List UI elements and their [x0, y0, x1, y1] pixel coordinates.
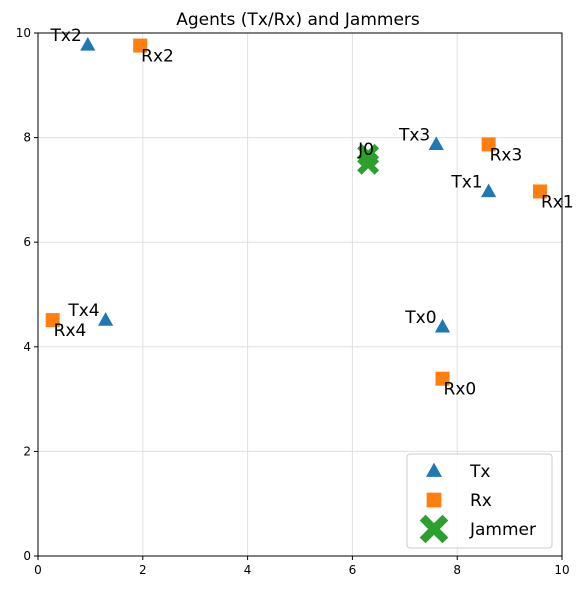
- rx-marker: [532, 184, 547, 199]
- y-tick-label: 2: [23, 444, 31, 458]
- x-tick-label: 8: [453, 563, 461, 577]
- point-label: Rx4: [54, 321, 87, 341]
- rx-marker: [481, 137, 496, 152]
- legend-tx-marker: [426, 462, 442, 477]
- point-label: Tx3: [398, 125, 430, 145]
- x-tick-label: 6: [349, 563, 357, 577]
- y-tick-label: 8: [23, 131, 31, 145]
- axis-ticks: 0 2 4 6 8 10 0 2 4 6 8 10: [16, 26, 570, 577]
- point-label: Rx3: [490, 145, 523, 165]
- point-label: Tx1: [450, 172, 482, 192]
- legend-label: Rx: [470, 491, 492, 511]
- legend-label: Jammer: [469, 520, 536, 540]
- point-labels: Tx0 Tx1 Tx2 Tx3 Tx4 Rx0 Rx1 Rx2 Rx3 Rx4 J0: [50, 26, 574, 400]
- y-tick-label: 0: [23, 549, 31, 563]
- rx-marker: [133, 38, 148, 53]
- y-tick-label: 10: [16, 26, 31, 40]
- tx-marker: [97, 312, 114, 326]
- legend: Tx Rx Jammer: [406, 453, 553, 549]
- point-label: Rx1: [541, 192, 574, 212]
- y-tick-label: 6: [23, 235, 31, 249]
- point-label: Tx0: [404, 308, 436, 328]
- y-tick-label: 4: [23, 340, 31, 354]
- rx-marker: [435, 371, 450, 386]
- point-label: Tx2: [50, 26, 82, 46]
- x-tick-label: 10: [554, 563, 569, 577]
- tx-marker: [428, 136, 444, 150]
- legend-label: Tx: [469, 462, 490, 482]
- chart-title: Agents (Tx/Rx) and Jammers: [176, 10, 420, 30]
- tx-marker: [481, 183, 497, 198]
- legend-rx-marker: [426, 492, 442, 508]
- x-tick-label: 0: [34, 563, 42, 577]
- tx-marker: [434, 318, 451, 333]
- data-marks: [45, 37, 547, 386]
- jammer-marker: [357, 152, 380, 175]
- point-label: Rx2: [141, 47, 174, 67]
- tx-marker: [80, 37, 96, 51]
- point-label: Rx0: [444, 380, 477, 400]
- point-label: J0: [357, 140, 374, 160]
- x-tick-label: 2: [139, 563, 147, 577]
- x-tick-label: 4: [244, 563, 252, 577]
- point-label: Tx4: [67, 301, 99, 321]
- plot-frame: [37, 32, 563, 557]
- rx-marker: [45, 313, 60, 328]
- legend-jammer-marker: [419, 514, 449, 544]
